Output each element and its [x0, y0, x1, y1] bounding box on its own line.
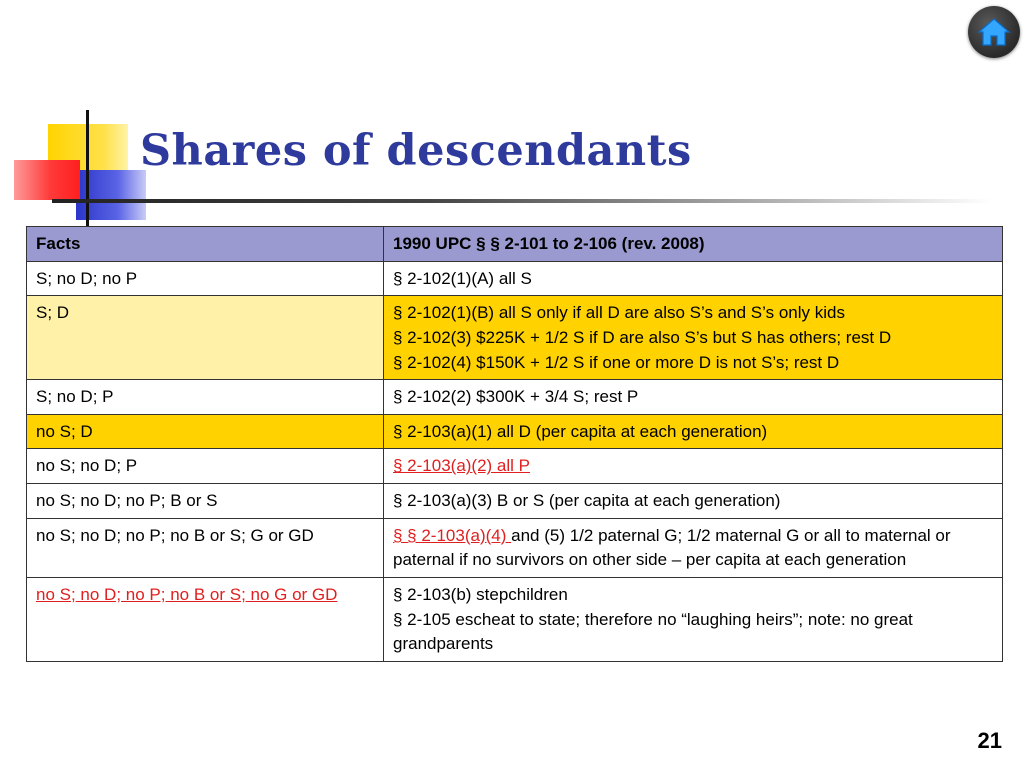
home-button[interactable]	[968, 6, 1020, 58]
rule-cell: § 2-103(a)(2) all P	[383, 448, 1003, 485]
table-row: no S; no D; P § 2-103(a)(2) all P	[26, 448, 1003, 485]
facts-cell: no S; no D; no P; B or S	[26, 483, 384, 519]
facts-cell: no S; no D; no P; no B or S; G or GD	[26, 517, 384, 579]
facts-cell: no S; no D; P	[26, 448, 384, 485]
table-header-row: Facts 1990 UPC § § 2-101 to 2-106 (rev. …	[26, 226, 1003, 262]
rule-link[interactable]: § § 2-103(a)(4)	[393, 525, 512, 545]
header-upc: 1990 UPC § § 2-101 to 2-106 (rev. 2008)	[383, 226, 1003, 262]
rule-link[interactable]: § 2-103(a)(2) all P	[393, 456, 531, 476]
table-row: S; no D; no P § 2-102(1)(A) all S	[26, 260, 1003, 297]
title-decoration-red-block	[14, 160, 80, 200]
table-row: S; no D; P § 2-102(2) $300K + 3/4 S; res…	[26, 379, 1003, 415]
facts-cell: no S; no D; no P; no B or S; no G or GD	[26, 577, 384, 662]
facts-cell: S; no D; no P	[26, 260, 384, 297]
rule-line: § 2-102(3) $225K + 1/2 S if D are also S…	[393, 327, 892, 347]
slide-title: Shares of descendants	[140, 126, 692, 176]
rule-line: § 2-102(4) $150K + 1/2 S if one or more …	[393, 352, 840, 372]
table-row: no S; no D; no P; B or S § 2-103(a)(3) B…	[26, 483, 1003, 519]
facts-cell: S; no D; P	[26, 379, 384, 415]
table-row: no S; D § 2-103(a)(1) all D (per capita …	[26, 413, 1003, 450]
title-decoration-vertical-line	[86, 110, 89, 226]
descendants-shares-table: Facts 1990 UPC § § 2-101 to 2-106 (rev. …	[26, 226, 1003, 662]
rule-line: § 2-103(b) stepchildren	[393, 585, 568, 605]
facts-cell: no S; D	[26, 413, 384, 450]
rule-cell: § 2-102(2) $300K + 3/4 S; rest P	[383, 379, 1003, 415]
rule-line: § 2-103(a)(1) all D (per capita at each …	[393, 421, 768, 441]
table-row: no S; no D; no P; no B or S; G or GD § §…	[26, 517, 1003, 579]
rule-line: § 2-102(2) $300K + 3/4 S; rest P	[393, 387, 639, 407]
rule-cell: § § 2-103(a)(4) and (5) 1/2 paternal G; …	[383, 517, 1003, 579]
rule-line: § 2-102(1)(A) all S	[393, 268, 532, 288]
rule-text: and (5) 1/2 paternal G; 1/2 maternal G o…	[393, 525, 951, 570]
rule-line: § 2-102(1)(B) all S only if all D are al…	[393, 303, 845, 323]
rule-line: § 2-103(a)(3) B or S (per capita at each…	[393, 491, 781, 511]
facts-link[interactable]: no S; no D; no P; no B or S; no G or GD	[36, 585, 338, 605]
rule-cell: § 2-102(1)(B) all S only if all D are al…	[383, 295, 1003, 381]
rule-cell: § 2-103(b) stepchildren § 2-105 escheat …	[383, 577, 1003, 662]
facts-cell: S; D	[26, 295, 384, 381]
table-row: S; D § 2-102(1)(B) all S only if all D a…	[26, 295, 1003, 381]
home-icon	[977, 18, 1011, 46]
page-number: 21	[977, 728, 1002, 753]
header-facts: Facts	[26, 226, 384, 262]
rule-cell: § 2-102(1)(A) all S	[383, 260, 1003, 297]
rule-cell: § 2-103(a)(1) all D (per capita at each …	[383, 413, 1003, 450]
title-underline	[52, 199, 992, 203]
rule-cell: § 2-103(a)(3) B or S (per capita at each…	[383, 483, 1003, 519]
table-row: no S; no D; no P; no B or S; no G or GD …	[26, 577, 1003, 662]
rule-line: § 2-105 escheat to state; therefore no “…	[393, 609, 913, 654]
